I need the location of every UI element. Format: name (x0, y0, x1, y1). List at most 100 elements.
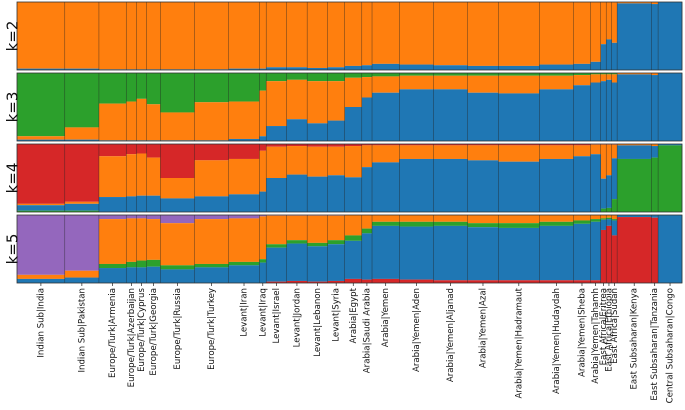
bar-segment (228, 218, 260, 262)
bar-segment (372, 221, 400, 226)
bar-segment (606, 207, 612, 212)
bar-segment (17, 205, 66, 211)
bar-segment (286, 215, 308, 241)
bar-segment (98, 103, 127, 141)
bar-segment (307, 176, 328, 212)
bar-segment (17, 210, 66, 212)
population-label: Arabia|Yemen|Azal (478, 288, 488, 368)
bar-segment (64, 68, 100, 70)
population-label: East Africa|Ethiopia (604, 288, 614, 372)
population-label: Arabia|Egypt (349, 287, 359, 343)
bar-segment (539, 89, 574, 141)
bar-segment (286, 67, 308, 70)
bar-segment (136, 98, 148, 141)
bar-segment (361, 77, 373, 98)
bar-segment (467, 92, 499, 141)
bar-segment (259, 259, 267, 263)
bar-segment (617, 217, 652, 283)
bar-segment (372, 63, 400, 70)
bar-segment (266, 2, 287, 68)
bar-segment (590, 61, 602, 70)
panel-k4: k=4 (4, 143, 683, 213)
bar-segment (361, 73, 373, 78)
bar-segment (327, 240, 346, 245)
population-label: Arabia|Yemen|Aden (412, 288, 422, 372)
bar-segment (194, 102, 229, 141)
bar-segment (433, 2, 468, 66)
bar-segment (498, 75, 540, 94)
bar-segment (467, 160, 499, 212)
bar-segment (467, 215, 499, 224)
bar-segment (600, 144, 607, 179)
bar-segment (611, 82, 618, 141)
bar-segment (539, 75, 574, 90)
bar-segment (194, 219, 229, 264)
bar-segment (126, 154, 137, 197)
bar-segment (399, 73, 434, 76)
bar-segment (228, 68, 260, 70)
bar-segment (361, 233, 373, 280)
bar-segment (64, 2, 100, 69)
bar-segment (573, 63, 591, 70)
bar-segment (17, 136, 66, 140)
bar-segment (617, 73, 652, 75)
bar-segment (606, 39, 612, 70)
bar-segment (64, 203, 100, 211)
bar-segment (344, 107, 363, 141)
bar-segment (266, 144, 287, 147)
bar-segment (160, 215, 195, 224)
bar-segment (399, 2, 434, 65)
bar-segment (136, 153, 148, 196)
bar-segment (433, 221, 468, 226)
bar-segment (590, 154, 602, 212)
bar-segment (126, 2, 137, 70)
bar-segment (590, 219, 602, 222)
bar-segment (194, 160, 229, 197)
bar-segment (606, 225, 612, 283)
bar-segment (611, 74, 618, 83)
bar-segment (259, 215, 267, 217)
bar-segment (433, 75, 468, 90)
bar-segment (136, 2, 148, 70)
bar-segment (194, 263, 229, 268)
population-label: Arabia|Yemen|Tahamh (591, 288, 601, 384)
population-label: Europe/Turk|Russia (173, 288, 183, 370)
bar-segment (307, 281, 328, 283)
bar-segment (600, 218, 607, 220)
bar-segment (228, 215, 260, 219)
population-label: Indian Sub|Pakistan (77, 288, 87, 373)
bar-segment (98, 215, 127, 220)
bar-segment (98, 219, 127, 264)
bar-segment (307, 67, 328, 70)
population-label: Indian Sub|India (36, 288, 46, 358)
bar-segment (126, 218, 137, 262)
panel-frame (16, 72, 683, 142)
bar-segment (498, 73, 540, 76)
k-label: k=4 (4, 163, 22, 194)
bar-segment (372, 215, 400, 222)
population-label: East Subsaharan|Kenya (630, 288, 640, 390)
population-label: Levant|Syria (332, 288, 342, 342)
bar-segment (228, 144, 260, 159)
bar-segment (327, 67, 346, 70)
bar-segment (361, 97, 373, 141)
bar-segment (64, 277, 100, 283)
bar-segment (146, 219, 161, 260)
bar-segment (17, 278, 66, 283)
bar-segment (228, 2, 260, 69)
bar-segment (611, 144, 618, 159)
bar-segment (126, 196, 137, 212)
population-label: Levant|Iran (240, 288, 250, 337)
bar-segment (372, 92, 400, 141)
bar-segment (611, 73, 618, 75)
panel-k2: k=2 (4, 1, 683, 71)
bar-segment (259, 191, 267, 212)
bar-segment (467, 144, 499, 146)
bar-segment (228, 265, 260, 283)
bar-segment (259, 68, 267, 70)
bar-segment (64, 144, 100, 202)
bar-segment (651, 144, 659, 147)
bar-segment (399, 145, 434, 159)
bar-segment (344, 77, 363, 107)
bar-segment (539, 215, 574, 222)
